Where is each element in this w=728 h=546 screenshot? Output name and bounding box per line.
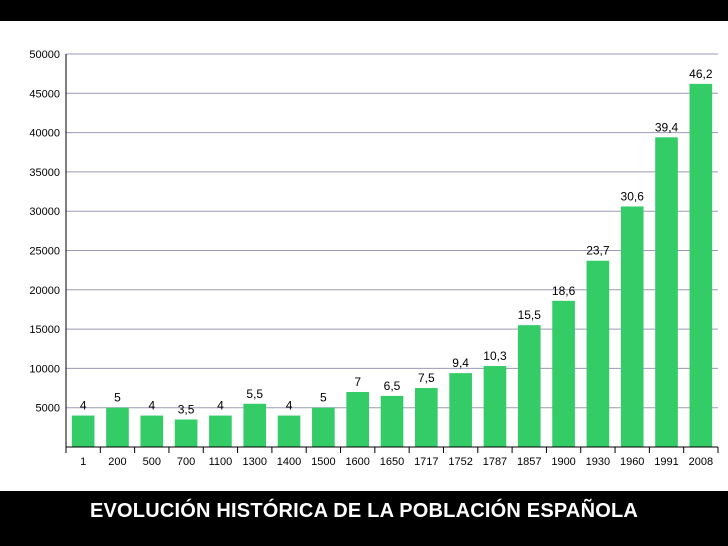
x-tick-label: 1857 xyxy=(517,456,541,468)
chart-panel: 5000 10000 15000 20000 25000 30000 35000 40000 4… xyxy=(0,21,728,491)
data-label: 30,6 xyxy=(621,189,645,203)
data-label: 4 xyxy=(80,399,87,413)
data-label: 6,5 xyxy=(384,379,401,393)
bar xyxy=(243,403,267,447)
y-tick-label: 10000 xyxy=(29,363,60,375)
y-tick-label: 5000 xyxy=(36,403,60,415)
y-tick-label: 20000 xyxy=(29,285,60,297)
data-label: 7,5 xyxy=(418,371,435,385)
x-tick-label: 700 xyxy=(177,456,195,468)
x-tick-label: 2008 xyxy=(689,456,713,468)
x-tick-label: 1500 xyxy=(311,456,335,468)
bar xyxy=(483,366,507,447)
data-label: 7 xyxy=(354,375,361,389)
x-tick-label: 1930 xyxy=(586,456,610,468)
bar xyxy=(174,419,198,447)
y-tick-label: 15000 xyxy=(29,324,60,336)
x-tick-label: 1787 xyxy=(483,456,507,468)
x-tick-label: 1991 xyxy=(654,456,678,468)
x-tick-label: 1717 xyxy=(414,456,438,468)
bar xyxy=(209,415,232,447)
x-tick-label: 1400 xyxy=(277,456,301,468)
y-tick-label: 40000 xyxy=(29,128,60,140)
data-label: 9,4 xyxy=(452,356,469,370)
bar xyxy=(414,388,438,447)
data-label: 5 xyxy=(114,391,121,405)
bar xyxy=(106,407,129,447)
y-tick-label: 35000 xyxy=(29,167,60,179)
x-tick-label: 200 xyxy=(108,456,126,468)
x-tick-label: 1960 xyxy=(620,456,644,468)
y-tick-label: 45000 xyxy=(29,88,60,100)
data-labels: 4 5 4 3,5 4 5,5 4 5 7 6,5 7,5 9,4 10,3 15,5 18,6 23,7 30… xyxy=(80,67,713,417)
x-axis-ticks: 1 200 500 700 1100 1300 1400 1500 1600 1650 1717 17… xyxy=(80,447,719,468)
data-label: 3,5 xyxy=(178,402,195,416)
data-label: 39,4 xyxy=(655,120,679,134)
bar xyxy=(620,206,644,447)
x-tick-label: 500 xyxy=(143,456,161,468)
x-tick-label: 1900 xyxy=(551,456,575,468)
y-tick-label: 30000 xyxy=(29,206,60,218)
x-tick-label: 1100 xyxy=(209,456,233,468)
y-tick-label: 25000 xyxy=(29,246,60,258)
x-tick-label: 1752 xyxy=(448,456,472,468)
bar xyxy=(586,260,610,447)
data-label: 5 xyxy=(320,391,327,405)
y-tick-label: 50000 xyxy=(29,49,60,61)
data-label: 4 xyxy=(286,399,293,413)
bar xyxy=(449,373,472,447)
bars xyxy=(71,83,713,448)
data-label: 5,5 xyxy=(246,387,263,401)
data-label: 18,6 xyxy=(552,284,576,298)
bar-chart: 5000 10000 15000 20000 25000 30000 35000 40000 4… xyxy=(29,49,719,468)
x-tick-label: 1 xyxy=(80,456,86,468)
data-label: 10,3 xyxy=(483,349,507,363)
bar xyxy=(140,415,164,447)
bar xyxy=(517,325,541,447)
x-tick-label: 1300 xyxy=(242,456,266,468)
bar xyxy=(689,83,713,448)
bar xyxy=(552,300,575,447)
data-label: 15,5 xyxy=(518,308,542,322)
footer-title: EVOLUCIÓN HISTÓRICA DE LA POBLACIÓN ESPA… xyxy=(89,500,639,522)
x-tick-label: 1600 xyxy=(345,456,369,468)
data-label: 4 xyxy=(217,399,224,413)
y-axis-ticks: 5000 10000 15000 20000 25000 30000 35000 40000 4… xyxy=(29,49,60,415)
bar xyxy=(277,415,301,447)
bar xyxy=(655,137,678,447)
bar xyxy=(346,391,370,447)
bar xyxy=(312,407,335,447)
grid-lines xyxy=(66,53,718,409)
data-label: 4 xyxy=(148,399,155,413)
bar xyxy=(71,415,95,447)
x-tick-label: 1650 xyxy=(380,456,404,468)
data-label: 46,2 xyxy=(689,67,713,81)
axes xyxy=(65,54,718,453)
data-label: 23,7 xyxy=(586,244,610,258)
bar xyxy=(380,395,404,447)
